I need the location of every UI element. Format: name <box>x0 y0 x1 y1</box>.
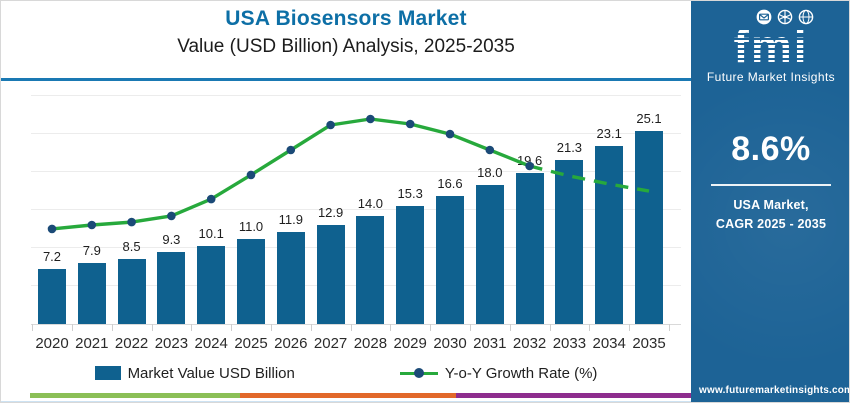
bar <box>157 252 186 324</box>
legend-item-bar: Market Value USD Billion <box>94 364 295 382</box>
bar-value-label: 7.9 <box>82 243 101 259</box>
bar-value-label: 11.9 <box>278 212 303 228</box>
legend: Market Value USD Billion Y-o-Y Growth Ra… <box>1 361 691 385</box>
bar <box>475 185 504 324</box>
legend-bar-label: Market Value USD Billion <box>127 364 295 382</box>
footer-stripe-purple <box>456 393 691 398</box>
x-axis-label: 2020 <box>35 335 69 352</box>
bar <box>237 239 265 324</box>
legend-item-line: Y-o-Y Growth Rate (%) <box>399 364 598 382</box>
bar <box>38 268 66 324</box>
x-axis-label: 2031 <box>473 335 507 352</box>
bar <box>77 263 106 324</box>
x-axis-label: 2027 <box>313 335 348 352</box>
legend-line-label: Y-o-Y Growth Rate (%) <box>444 364 598 382</box>
x-axis-label: 2028 <box>353 335 388 352</box>
x-axis-label: 2032 <box>512 335 547 352</box>
chart-panel: USA Biosensors Market Value (USD Billion… <box>1 1 691 402</box>
bar <box>555 160 584 324</box>
bar-value-label: 8.5 <box>122 238 141 254</box>
network-icon <box>777 9 793 25</box>
bar-value-label: 23.1 <box>596 126 622 142</box>
bar-value-label: 11.0 <box>238 219 264 235</box>
bar <box>595 146 624 324</box>
footer-stripe-green <box>30 393 240 398</box>
bar-swatch-icon <box>94 366 121 380</box>
growth-line-series <box>47 114 650 234</box>
bar <box>276 232 305 324</box>
bar <box>197 246 226 324</box>
x-axis-label: 2025 <box>234 335 268 352</box>
bar <box>117 258 146 325</box>
cagr-rule <box>711 184 831 187</box>
x-axis-label: 2035 <box>632 335 666 352</box>
bar <box>635 130 663 324</box>
bar-value-label: 18.0 <box>477 165 503 181</box>
cagr-caption-line2: CAGR 2025 - 2035 <box>715 217 827 232</box>
bar <box>515 173 544 324</box>
mail-icon <box>756 9 772 25</box>
bar-value-label: 7.2 <box>42 248 62 264</box>
bar-value-label: 16.6 <box>437 176 463 192</box>
x-axis-label: 2030 <box>433 335 467 352</box>
fmi-wordmark: fmi <box>691 23 849 69</box>
brand-sidebar: fmi Future Market Insights 8.6% USA Mark… <box>691 1 850 402</box>
x-axis-label: 2022 <box>114 335 149 352</box>
bar-value-label: 9.3 <box>162 232 181 248</box>
x-axis-label: 2026 <box>274 335 308 352</box>
bar <box>396 206 425 324</box>
website-url: www.futuremarketinsights.com <box>699 385 850 396</box>
x-axis-label: 2021 <box>75 335 109 352</box>
x-axis-label: 2033 <box>552 335 587 352</box>
x-axis-label: 2024 <box>194 335 228 352</box>
bar <box>356 216 385 324</box>
bar <box>316 224 345 324</box>
footer-stripe-orange <box>240 393 456 398</box>
x-axis-label: 2029 <box>393 335 427 352</box>
page-title: USA Biosensors Market <box>225 7 467 30</box>
bar-value-label: 12.9 <box>317 204 344 220</box>
title-divider <box>1 78 691 81</box>
bar-value-label: 15.3 <box>397 186 423 202</box>
bar-value-label: 14.0 <box>357 196 384 212</box>
bar-value-label: 10.1 <box>198 226 224 242</box>
fmi-logo: fmi Future Market Insights <box>691 1 849 85</box>
line-dot-icon <box>399 367 438 379</box>
logo-icons-row <box>719 9 849 25</box>
bar-line-chart: 7.2 7.9 8.5 9.3 10.1 11.0 11.9 12.9 14.0 15.3 16.6… <box>31 91 681 356</box>
page-subtitle: Value (USD Billion) Analysis, 2025-2035 <box>177 36 515 57</box>
bar-value-label: 21.3 <box>556 140 583 155</box>
x-axis-label: 2023 <box>154 335 189 352</box>
cagr-value: 8.6% <box>731 130 811 169</box>
cagr-caption-line1: USA Market, <box>733 198 809 213</box>
globe-icon <box>798 9 814 25</box>
bar-value-label: 25.1 <box>636 110 662 126</box>
x-axis-line <box>31 324 681 325</box>
fmi-caption: Future Market Insights <box>706 70 836 85</box>
x-axis-label: 2034 <box>592 335 626 352</box>
cagr-caption: USA Market, CAGR 2025 - 2035 <box>691 196 849 234</box>
bottom-edge-line <box>1 401 691 402</box>
bar <box>436 196 464 324</box>
